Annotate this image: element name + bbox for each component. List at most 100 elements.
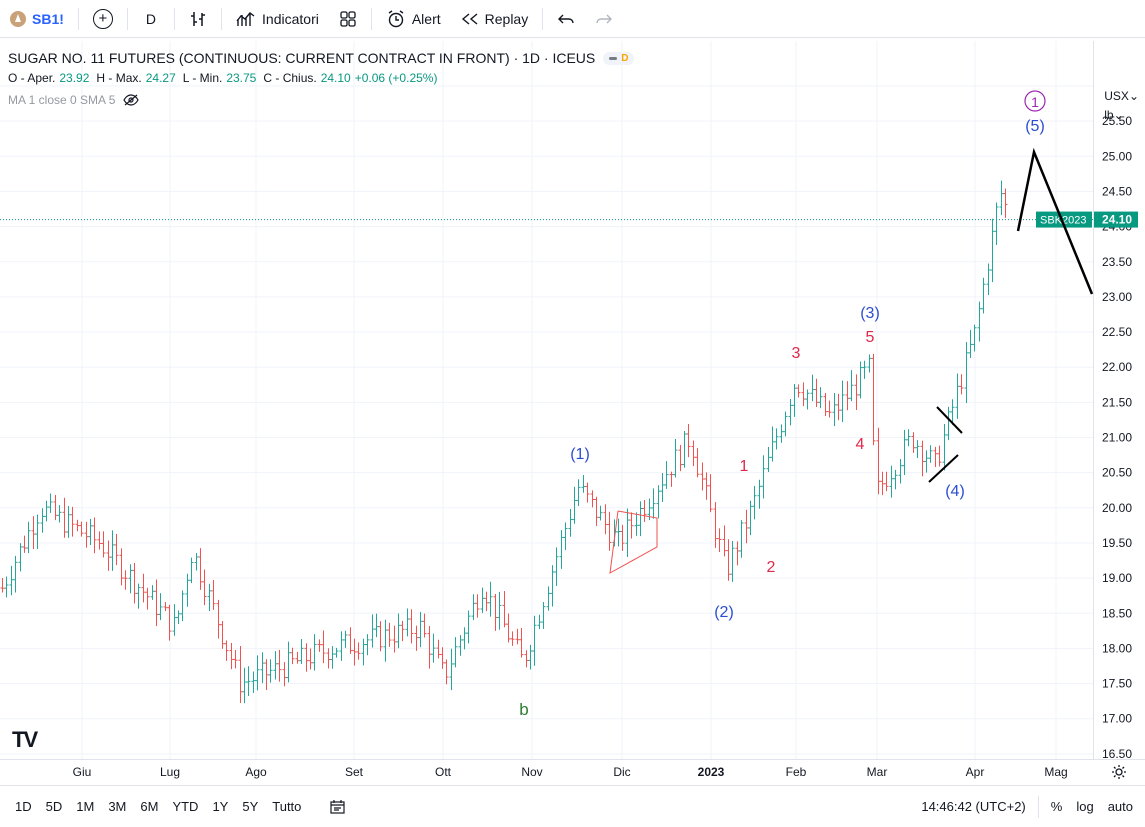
date-range-buttons: 1D 5D 1M 3M 6M YTD 1Y 5Y Tutto [0, 786, 308, 827]
price-tick-label: 25.00 [1102, 149, 1132, 163]
eye-hidden-icon[interactable] [123, 94, 140, 106]
ma-label: MA 1 close 0 SMA 5 [8, 93, 116, 107]
wave-label-3[interactable]: (3) [860, 305, 880, 322]
separator [126, 7, 128, 30]
chevron-down-icon: ⌄ [1113, 108, 1124, 122]
go-to-date-button[interactable] [322, 786, 354, 827]
time-axis-label: Mag [1044, 765, 1068, 779]
percent-scale-toggle[interactable]: % [1050, 799, 1063, 814]
price-tick-label: 17.00 [1102, 712, 1132, 726]
indicators-label: Indicatori [262, 10, 319, 27]
rewind-icon [461, 12, 478, 25]
unit-value: lb [1104, 108, 1114, 122]
time-axis-label: Mar [866, 765, 888, 779]
range-button-5y[interactable]: 5Y [242, 799, 259, 814]
subwave-label-1[interactable]: 1 [740, 458, 749, 475]
range-button-1d[interactable]: 1D [15, 799, 32, 814]
indicators-icon [236, 11, 255, 26]
redo-button[interactable] [585, 0, 623, 38]
ohlc-values: O - Aper. 23.92 H - Max. 24.27 L - Min. 23.… [8, 69, 634, 87]
grid-layout-icon [340, 10, 356, 27]
auto-scale-toggle[interactable]: auto [1107, 799, 1133, 814]
price-tick-label: 22.00 [1102, 360, 1132, 374]
calendar-range-icon [330, 799, 346, 814]
low-label: L - Min. [182, 71, 223, 85]
replay-button[interactable]: Replay [451, 0, 539, 38]
market-status-icon [609, 56, 618, 60]
subwave-label-2[interactable]: 2 [767, 559, 776, 576]
symbol-name: SB1! [32, 10, 64, 27]
alert-label: Alert [411, 10, 441, 27]
last-price-box[interactable] [1094, 211, 1138, 228]
interval-button[interactable]: D [132, 0, 170, 38]
separator [174, 7, 176, 30]
subwave-label-5[interactable]: 5 [866, 329, 875, 346]
price-tick-label: 17.50 [1102, 677, 1132, 691]
currency-value: USX [1104, 89, 1129, 103]
separator [221, 7, 223, 30]
price-tick-label: 16.50 [1102, 747, 1132, 759]
projection-line[interactable] [1016, 147, 1094, 295]
range-button-3m[interactable]: 3M [108, 799, 127, 814]
trend-line[interactable] [928, 454, 959, 483]
range-button-1y[interactable]: 1Y [212, 799, 229, 814]
wave-label-b[interactable]: b [519, 700, 528, 719]
trend-line[interactable] [936, 406, 963, 434]
price-chart[interactable]: 25.5025.0024.5024.0023.5023.0022.5022.00… [0, 41, 1145, 759]
wave-label-5[interactable]: (5) [1025, 118, 1045, 135]
ma-indicator-row[interactable]: MA 1 close 0 SMA 5 [8, 87, 634, 113]
separator [542, 7, 544, 30]
price-tick-label: 20.50 [1102, 466, 1132, 480]
last-price-label: 24.10 [1102, 213, 1132, 227]
high-label: H - Max. [96, 71, 142, 85]
undo-button[interactable] [547, 0, 585, 38]
close-value: 24.10 [320, 71, 351, 85]
tradingview-logo[interactable]: TV [12, 727, 38, 752]
delayed-badge-label: D [621, 52, 629, 64]
layouts-button[interactable] [329, 0, 367, 38]
add-symbol-button[interactable]: + [83, 0, 123, 38]
range-button-ytd[interactable]: YTD [172, 799, 199, 814]
range-button-tutto[interactable]: Tutto [272, 799, 302, 814]
log-scale-toggle[interactable]: log [1076, 799, 1094, 814]
range-button-1m[interactable]: 1M [76, 799, 95, 814]
time-axis[interactable]: Giu Lug Ago Set Ott Nov Dic 2023 Feb Mar Apr Mag [0, 759, 1145, 785]
alert-button[interactable]: Alert [376, 0, 451, 38]
primary-wave-label[interactable]: 1 [1031, 94, 1039, 110]
symbol-selector[interactable]: SB1! [0, 0, 74, 38]
plus-circle-icon: + [92, 8, 113, 29]
wave-label-2[interactable]: (2) [714, 604, 734, 621]
price-tick-label: 21.50 [1102, 395, 1132, 409]
indicators-button[interactable]: Indicatori [226, 0, 329, 38]
time-axis-label: Set [344, 765, 364, 779]
symbol-logo-icon [10, 10, 26, 27]
contract-label-box[interactable] [1036, 211, 1092, 228]
series-title[interactable]: SUGAR NO. 11 FUTURES (CONTINUOUS: CURREN… [8, 50, 596, 66]
chart-type-button[interactable] [179, 0, 217, 38]
change-value: +0.06 (+0.25%) [354, 71, 438, 85]
subwave-label-3[interactable]: 3 [792, 345, 801, 362]
separator [370, 7, 372, 30]
clock-timezone[interactable]: 14:46:42 (UTC+2) [921, 799, 1026, 814]
primary-wave-circle[interactable] [1024, 90, 1046, 112]
price-unit-selector[interactable]: USX⌄ lb⌄ [1104, 87, 1139, 125]
replay-label: Replay [484, 10, 529, 27]
price-axis[interactable] [1093, 41, 1145, 759]
triangle-drawing[interactable] [609, 510, 658, 574]
subwave-label-4[interactable]: 4 [856, 436, 865, 453]
price-tick-label: 20.00 [1102, 501, 1132, 515]
wave-label-4[interactable]: (4) [945, 483, 965, 500]
range-button-5d[interactable]: 5D [45, 799, 63, 814]
wave-label-1[interactable]: (1) [570, 446, 590, 463]
price-tick-label: 19.50 [1102, 536, 1132, 550]
settings-gear-icon[interactable] [1111, 764, 1127, 780]
separator [77, 7, 79, 30]
interval-label: D [145, 10, 157, 27]
bottom-toolbar: 1D 5D 1M 3M 6M YTD 1Y 5Y Tutto 14:46:42 (UTC+2) … [0, 785, 1145, 827]
chart-pane[interactable]: SUGAR NO. 11 FUTURES (CONTINUOUS: CURREN… [0, 41, 1145, 759]
price-tick-label: 23.50 [1102, 255, 1132, 269]
high-value: 24.27 [145, 71, 176, 85]
range-button-6m[interactable]: 6M [140, 799, 159, 814]
time-axis-label: Giu [72, 765, 92, 779]
status-badge[interactable]: D [603, 51, 635, 65]
